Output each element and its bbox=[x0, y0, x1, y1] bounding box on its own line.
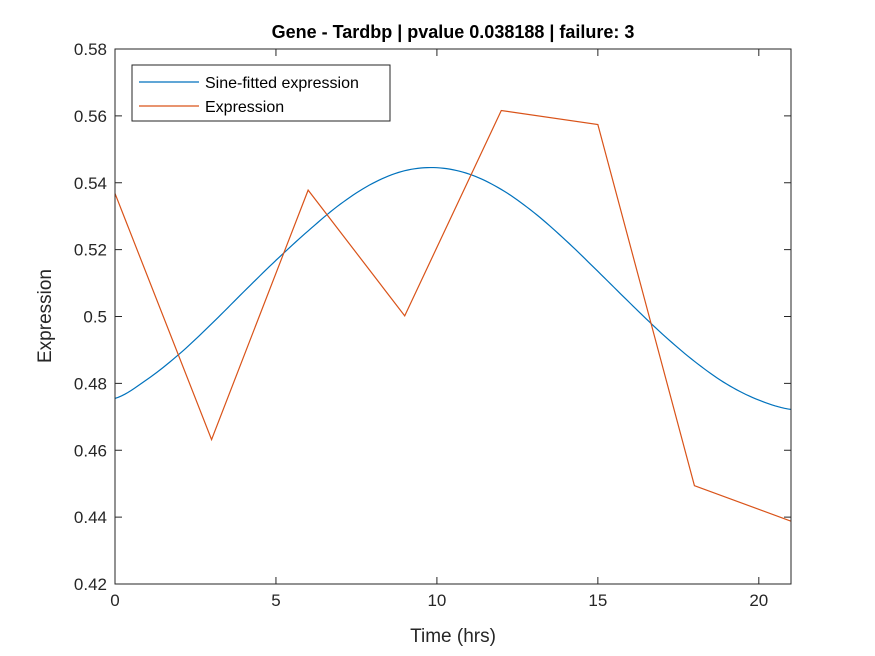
series-line-sine-fitted bbox=[114, 166, 792, 411]
x-tick-label: 20 bbox=[749, 591, 768, 610]
chart-title: Gene - Tardbp | pvalue 0.038188 | failur… bbox=[272, 22, 635, 42]
legend-entry-sine-fitted: Sine-fitted expression bbox=[205, 75, 359, 92]
y-tick-label: 0.42 bbox=[74, 575, 107, 594]
legend: Sine-fitted expression Expression bbox=[131, 64, 391, 122]
x-tick-label: 0 bbox=[110, 591, 119, 610]
y-tick-label: 0.46 bbox=[74, 441, 107, 460]
x-tick-label: 10 bbox=[427, 591, 446, 610]
y-tick-label: 0.5 bbox=[83, 308, 107, 327]
y-tick-label: 0.58 bbox=[74, 40, 107, 59]
legend-entry-expression: Expression bbox=[205, 99, 284, 116]
y-tick-label: 0.44 bbox=[74, 508, 107, 527]
x-axis-label: Time (hrs) bbox=[410, 626, 496, 647]
series-line-expression bbox=[114, 109, 792, 522]
y-tick-label: 0.54 bbox=[74, 174, 107, 193]
x-tick-label: 15 bbox=[588, 591, 607, 610]
x-tick-label: 5 bbox=[271, 591, 280, 610]
y-tick-label: 0.52 bbox=[74, 241, 107, 260]
plot-area bbox=[115, 49, 791, 584]
y-tick-label: 0.48 bbox=[74, 374, 107, 393]
series-layer bbox=[114, 109, 792, 522]
y-tick-label: 0.56 bbox=[74, 107, 107, 126]
ticks-layer: 0 5 10 15 20 0.42 0.44 0.46 0.48 0.5 0.52 0.54 0.56 0… bbox=[74, 40, 791, 610]
legend-box bbox=[131, 64, 391, 122]
y-axis-label: Expression bbox=[35, 269, 56, 363]
